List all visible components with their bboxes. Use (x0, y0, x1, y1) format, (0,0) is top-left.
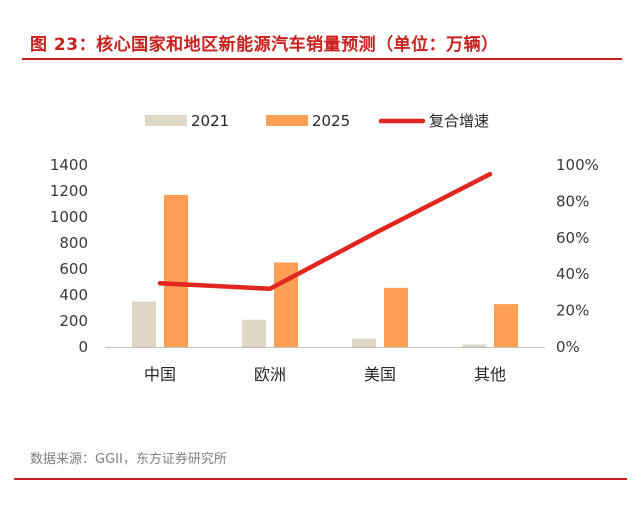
y-left-tick-label: 1200 (50, 182, 88, 200)
title-rule (22, 58, 622, 60)
bar-2025-3 (494, 304, 518, 347)
legend-swatch-2025 (266, 115, 308, 126)
x-category-label: 其他 (474, 365, 506, 384)
y-left-tick-label: 800 (59, 234, 88, 252)
y-right-tick-label: 20% (556, 302, 589, 320)
y-right-tick-label: 80% (556, 192, 589, 210)
x-category-label: 中国 (144, 365, 176, 384)
y-axis-left: 0 200 400 600 800 1000 1200 1400 (50, 156, 88, 356)
x-category-label: 美国 (364, 365, 396, 384)
legend-label: 复合增速 (429, 112, 489, 130)
y-right-tick-label: 100% (556, 156, 599, 174)
bar-2021-1 (242, 319, 266, 347)
data-source-note: 数据来源：GGII，东方证券研究所 (30, 452, 227, 467)
bar-2021-3 (462, 344, 486, 347)
growth-line (157, 171, 493, 292)
chart-legend: 2021 2025 复合增速 (145, 112, 489, 130)
y-right-tick-label: 0% (556, 338, 580, 356)
legend-label: 2021 (191, 112, 229, 130)
legend-swatch-2021 (145, 115, 187, 126)
y-left-tick-label: 1000 (50, 208, 88, 226)
y-left-tick-label: 600 (59, 260, 88, 278)
y-right-tick-label: 60% (556, 229, 589, 247)
growth-line-series (157, 171, 493, 292)
y-right-tick-label: 40% (556, 265, 589, 283)
x-category-label: 欧洲 (254, 365, 286, 384)
bar-2021-0 (132, 301, 156, 347)
bar-2025-2 (384, 287, 408, 347)
bar-2021-2 (352, 338, 376, 347)
y-left-tick-label: 200 (59, 312, 88, 330)
y-left-tick-label: 400 (59, 286, 88, 304)
y-axis-right: 0% 20% 40% 60% 80% 100% (556, 156, 599, 356)
bar-2025-0 (164, 194, 188, 347)
x-axis-labels: 中国 欧洲 美国 其他 (144, 365, 506, 384)
legend-label: 2025 (312, 112, 350, 130)
y-left-tick-label: 0 (78, 338, 88, 356)
bar-series (132, 194, 518, 347)
y-left-tick-label: 1400 (50, 156, 88, 174)
bottom-rule (14, 478, 627, 480)
figure-title: 图 23：核心国家和地区新能源汽车销量预测（单位：万辆） (30, 35, 499, 55)
